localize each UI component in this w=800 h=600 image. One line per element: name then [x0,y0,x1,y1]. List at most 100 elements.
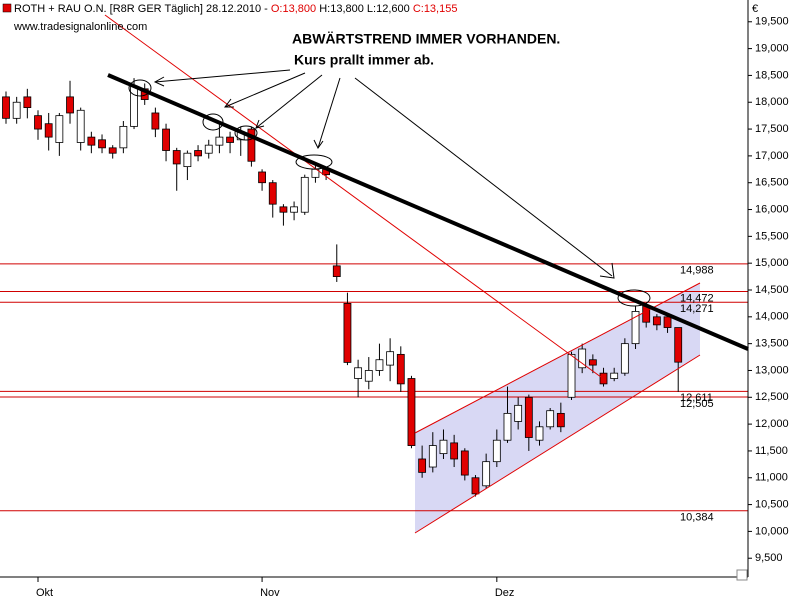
y-tick-label: 14,500 [755,284,789,296]
candle-body [119,125,128,149]
candle-body [556,412,565,428]
candle-body [215,136,224,146]
annotation: Kurs prallt immer ab. [294,52,434,68]
level-label: 12,611 [680,392,713,404]
candle-body [226,136,234,143]
y-tick-label: 16,000 [755,203,789,215]
y-tick-label: 17,000 [755,150,789,162]
x-tick-label: Nov [260,587,280,599]
candle-body [386,351,395,366]
candle-body [300,176,309,213]
candle-body [482,461,491,487]
candle-body [620,343,629,374]
downtrend-line [107,73,749,351]
candle-body [151,112,160,130]
high-label: H:13,800 [319,3,364,15]
arrow [154,69,291,83]
y-tick-label: 14,000 [755,311,789,323]
level-label: 14,472 [680,292,714,304]
arrow-head [599,262,615,279]
arrow-head [255,119,265,129]
candle-body [652,316,661,326]
candle-body [503,412,512,441]
candle-body [343,303,352,363]
candle-body [162,128,170,151]
y-tick-label: 15,500 [755,230,789,242]
candle-body [610,372,619,379]
candle-body [631,311,640,345]
candle-body [354,367,363,379]
candle-body [428,445,437,468]
candle-body [332,265,341,277]
candle-body [34,115,42,130]
candle-body [66,96,74,114]
header: ROTH + RAU O.N. [R8R GER Täglich] 28.12.… [14,3,457,15]
candle-body [450,442,459,460]
candle-body [418,458,427,473]
arrow [354,77,613,277]
x-tick-label: Dez [495,587,515,599]
candle-body [204,144,213,154]
candle-body [514,404,523,422]
y-tick-label: 19,000 [755,43,789,55]
trend-line-thin [104,14,606,381]
candle-body [279,206,288,213]
drawings [104,14,749,534]
candle-body [76,109,85,143]
scroll-button[interactable] [736,569,748,581]
y-tick-label: 19,500 [755,16,789,28]
x-tick-label: Okt [36,587,53,599]
candle-body [663,316,672,328]
y-tick-label: 18,000 [755,96,789,108]
arrow [317,77,341,149]
y-tick-label: 13,500 [755,338,789,350]
y-tick-label: 13,000 [755,364,789,376]
candle-body [578,348,587,369]
candle-body [87,136,96,146]
y-tick-label: 12,500 [755,391,789,403]
candle-body [44,123,53,138]
candle-body [108,147,117,154]
candle-body [407,378,416,446]
y-tick-label: 12,000 [755,418,789,430]
candle-body [364,370,373,382]
candle-body [546,410,555,428]
candle-body [535,426,544,441]
y-tick-label: 11,500 [755,445,788,457]
level-label: 12,505 [680,398,714,410]
candle-body [258,171,266,184]
arrow [255,74,323,129]
candle-body [183,152,192,168]
y-tick-label: 10,000 [755,525,789,537]
arrow-head [224,98,234,108]
candle-body [375,359,384,371]
candle-body [396,353,405,385]
arrow-head [313,139,324,149]
candle-body [172,150,181,165]
level-label: 14,988 [680,265,714,277]
arrow [224,72,306,108]
plot [2,78,683,497]
touch-circle [617,289,651,307]
candle-body [460,450,469,476]
candle-body [194,150,202,157]
touch-circle [128,79,152,97]
candle-body [439,439,448,455]
candle-body [290,206,298,213]
low-label: L:12,600 [367,3,410,15]
candle-body [2,96,10,119]
currency: € [752,3,758,15]
y-tick-label: 11,000 [755,472,788,484]
y-tick-label: 18,500 [755,69,789,81]
candle-body [567,353,576,398]
candle-body [674,327,683,363]
header-title: ROTH + RAU O.N. [R8R GER Täglich] 28.12.… [14,3,268,15]
y-tick-label: 10,500 [755,498,789,510]
candle-body [23,96,32,109]
candle-body [524,396,533,438]
level-label: 14,271 [680,303,714,315]
channel-lower [414,354,701,534]
y-tick-label: 16,500 [755,177,789,189]
note-box [288,30,722,76]
